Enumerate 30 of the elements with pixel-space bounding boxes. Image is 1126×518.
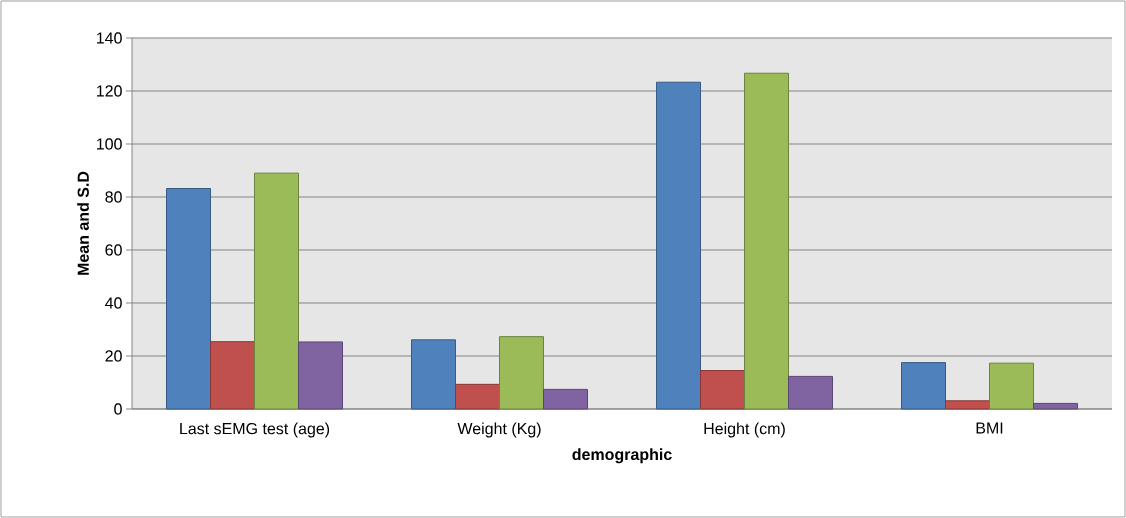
y-axis-title: Mean and S.D: [77, 171, 89, 275]
y-tick-label: 80: [105, 191, 122, 203]
x-tick-label: Last sEMG test (age): [180, 422, 330, 438]
x-tick-label: Height (cm): [704, 422, 785, 438]
bar: [166, 188, 212, 410]
bar: [455, 383, 501, 410]
y-tick-label: 120: [97, 85, 122, 97]
x-tick-label: Weight (Kg): [457, 422, 541, 438]
y-tick-label: 100: [97, 138, 122, 150]
bar: [700, 370, 746, 410]
y-tick-label: 60: [105, 244, 122, 256]
y-tick-label: 140: [97, 32, 122, 44]
bar: [901, 362, 946, 410]
bar: [1033, 402, 1078, 410]
bar: [298, 341, 344, 410]
bar: [788, 375, 833, 410]
y-tick-label: 20: [105, 350, 122, 362]
x-axis-title: demographic: [572, 448, 672, 464]
bar: [744, 72, 790, 410]
y-tick-label: 0: [114, 403, 122, 415]
y-tick-label: 40: [105, 297, 122, 309]
bar: [254, 172, 300, 410]
bar: [411, 339, 457, 410]
bar: [499, 336, 545, 410]
bar: [945, 400, 990, 410]
bar: [989, 362, 1035, 410]
bar: [210, 341, 256, 410]
x-tick-label: BMI: [976, 422, 1003, 434]
bar: [543, 388, 589, 410]
bar: [656, 81, 702, 410]
